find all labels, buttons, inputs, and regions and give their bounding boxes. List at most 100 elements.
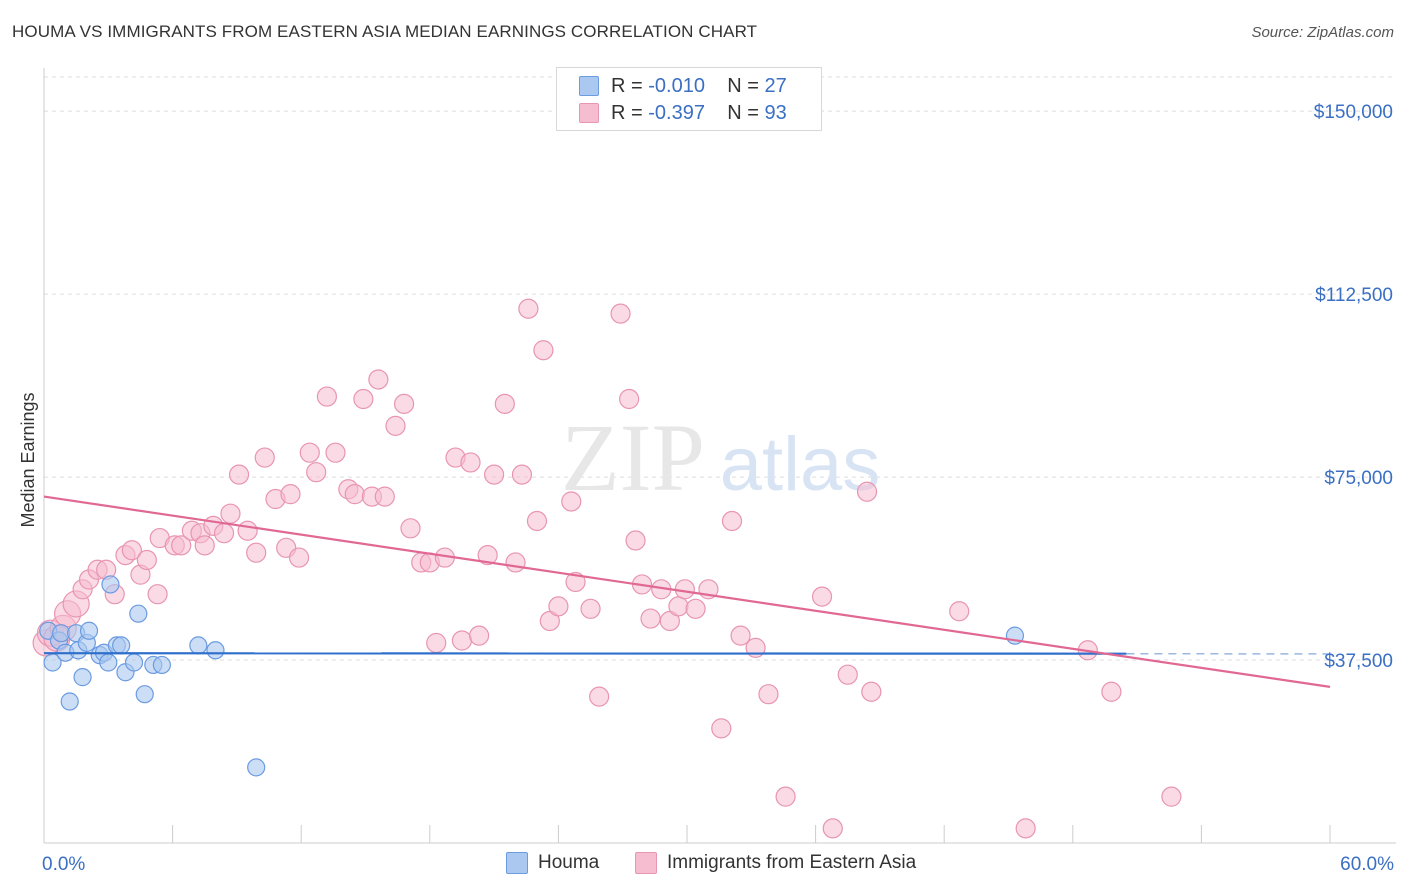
point-immigrants — [580, 598, 601, 619]
point-immigrants — [468, 625, 490, 646]
point-immigrants — [811, 586, 833, 607]
point-houma — [101, 575, 120, 594]
series-label-houma: Houma — [538, 852, 600, 873]
point-immigrants — [861, 681, 882, 702]
label-layer: $37,500 $75,000 $112,500 $150,000 0.0% 60.0% M… — [18, 102, 1394, 875]
point-immigrants — [228, 464, 250, 485]
correlation-legend: R = -0.010 N = 27 R = -0.397 N = 93 — [556, 67, 822, 131]
grid-layer — [44, 76, 1396, 661]
point-immigrants — [400, 518, 421, 539]
point-houma — [112, 636, 131, 655]
point-immigrants — [518, 298, 539, 319]
y-tick-label: $37,500 — [1324, 651, 1393, 672]
point-houma — [135, 685, 154, 704]
watermark-zip: ZIP — [561, 404, 705, 511]
point-houma — [60, 692, 79, 711]
chart-title: HOUMA VS IMMIGRANTS FROM EASTERN ASIA ME… — [12, 22, 758, 41]
point-immigrants — [368, 369, 389, 390]
point-immigrants — [477, 545, 498, 566]
point-immigrants — [730, 625, 751, 646]
point-immigrants — [668, 596, 689, 617]
legend-n-value-immigrants: 93 — [764, 101, 787, 124]
point-immigrants — [171, 535, 192, 556]
point-immigrants — [685, 598, 706, 619]
legend-row-immigrants: R = -0.397 N = 93 — [579, 101, 787, 125]
point-houma — [99, 653, 118, 672]
point-immigrants — [254, 447, 275, 468]
point-immigrants — [325, 442, 346, 463]
point-immigrants — [822, 818, 843, 839]
point-immigrants — [484, 464, 505, 485]
points-layer — [32, 298, 1182, 839]
point-immigrants — [306, 462, 327, 483]
y-axis-title: Median Earnings — [18, 392, 38, 527]
point-immigrants — [494, 393, 515, 414]
legend-r-label-houma: R = — [611, 74, 649, 97]
point-immigrants — [625, 530, 646, 551]
point-immigrants — [758, 684, 779, 705]
legend-text-immigrants: R = -0.397 N = 93 — [611, 102, 787, 125]
watermark-atlas: atlas — [720, 422, 881, 507]
series-legend-houma[interactable]: Houma — [506, 852, 599, 874]
legend-n-value-houma: 27 — [764, 74, 787, 97]
legend-text-houma: R = -0.010 N = 27 — [611, 75, 787, 98]
point-immigrants — [640, 608, 661, 629]
series-swatch-immigrants — [635, 852, 657, 874]
point-immigrants — [548, 596, 569, 617]
x-tick-label-right: 60.0% — [1340, 854, 1394, 875]
point-immigrants — [385, 415, 406, 436]
point-houma — [73, 668, 92, 687]
point-immigrants — [949, 601, 970, 622]
legend-r-label-immigrants: R = — [611, 101, 649, 124]
point-immigrants — [565, 571, 586, 593]
point-immigrants — [288, 547, 310, 568]
point-immigrants — [374, 486, 395, 507]
legend-swatch-immigrants — [579, 103, 599, 123]
y-tick-label: $112,500 — [1315, 285, 1393, 306]
legend-row-houma: R = -0.010 N = 27 — [579, 74, 787, 98]
y-tick-label: $150,000 — [1314, 102, 1393, 123]
point-immigrants — [246, 542, 267, 563]
y-tick-label: $75,000 — [1324, 468, 1393, 489]
watermark: ZIP atlas — [561, 404, 880, 511]
point-immigrants — [213, 523, 235, 544]
point-immigrants — [316, 386, 338, 407]
point-immigrants — [711, 718, 732, 739]
point-immigrants — [856, 481, 878, 502]
point-houma — [206, 641, 225, 660]
series-label-immigrants: Immigrants from Eastern Asia — [667, 852, 917, 873]
source-label: Source: ZipAtlas.com — [1251, 24, 1394, 41]
point-immigrants — [451, 630, 473, 651]
point-immigrants — [460, 452, 481, 473]
point-houma — [189, 636, 208, 655]
point-immigrants — [619, 388, 640, 410]
point-immigrants — [426, 632, 447, 654]
point-immigrants — [775, 786, 796, 807]
series-legend-immigrants[interactable]: Immigrants from Eastern Asia — [635, 852, 916, 874]
trend-line-immigrants — [43, 495, 1331, 688]
point-immigrants — [505, 552, 526, 573]
point-immigrants — [280, 484, 301, 505]
series-legend: Houma Immigrants from Eastern Asia — [0, 852, 1406, 878]
point-immigrants — [121, 540, 142, 561]
point-immigrants — [299, 442, 320, 463]
legend-r-value-houma: -0.010 — [648, 74, 705, 97]
point-immigrants — [220, 503, 241, 524]
point-immigrants — [344, 484, 365, 505]
point-immigrants — [1101, 681, 1122, 702]
axis-layer — [43, 68, 1396, 844]
point-immigrants — [721, 510, 743, 532]
point-houma — [129, 604, 148, 623]
point-immigrants — [837, 664, 858, 685]
point-immigrants — [1015, 818, 1036, 839]
point-immigrants — [526, 510, 548, 532]
point-houma — [79, 621, 99, 640]
point-immigrants — [589, 686, 610, 707]
point-immigrants — [194, 535, 215, 556]
point-immigrants — [1161, 786, 1182, 807]
legend-n-label-houma: N = — [727, 74, 765, 97]
point-houma — [152, 655, 171, 675]
point-immigrants — [610, 303, 631, 324]
